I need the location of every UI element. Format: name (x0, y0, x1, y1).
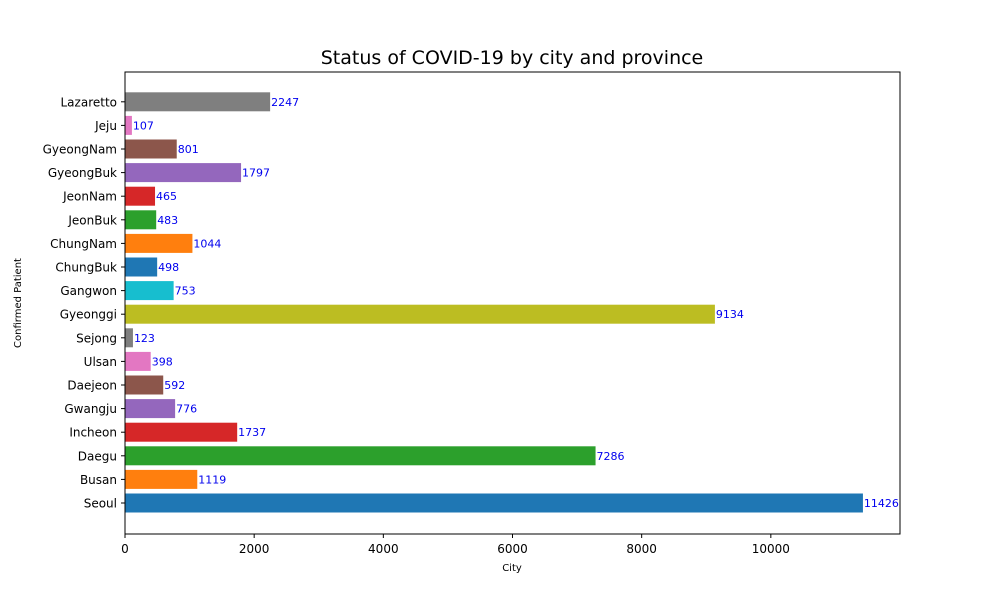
y-tick-label-busan: Busan (80, 473, 117, 487)
data-label-chungbuk: 498 (158, 261, 179, 274)
data-labels-layer: 11426 1119 7286 1737 776 592 398 123 9134 753 498 1… (133, 96, 899, 510)
bar-daegu (125, 446, 596, 466)
y-axis-label: Confirmed Patient (13, 258, 24, 348)
y-tick-label-gangwon: Gangwon (60, 284, 117, 298)
data-label-busan: 1119 (198, 473, 226, 486)
x-tick-label-8000: 8000 (626, 542, 657, 556)
y-tick-label-gyeongnam: GyeongNam (43, 143, 117, 157)
x-tick-label-2000: 2000 (239, 542, 270, 556)
plot-frame (124, 71, 901, 535)
x-tick-label-6000: 6000 (497, 542, 528, 556)
y-tick-label-gyeonggi: Gyeonggi (60, 308, 117, 322)
y-tick-label-daegu: Daegu (78, 449, 117, 463)
data-label-gwangju: 776 (176, 403, 197, 416)
bar-gwangju (125, 399, 176, 419)
bar-chungbuk (125, 257, 158, 277)
y-axis-ticks: Seoul Busan Daegu Incheon Gwangju Daejeon Ulsa… (43, 95, 125, 511)
y-tick-label-gyeongbuk: GyeongBuk (48, 166, 117, 180)
data-label-ulsan: 398 (152, 355, 173, 368)
y-tick-label-chungnam: ChungNam (50, 237, 117, 251)
bars-layer (125, 92, 863, 513)
data-label-seoul: 11426 (864, 497, 899, 510)
data-label-gyeongbuk: 1797 (242, 167, 270, 180)
y-tick-label-jeju: Jeju (94, 119, 117, 133)
data-label-daejeon: 592 (164, 379, 185, 392)
bar-ulsan (125, 351, 151, 371)
x-tick-label-0: 0 (121, 542, 129, 556)
data-label-jeonnam: 465 (156, 190, 177, 203)
bar-jeonbuk (125, 210, 157, 230)
bar-seoul (125, 493, 863, 513)
bar-gyeonggi (125, 304, 715, 324)
y-tick-label-ulsan: Ulsan (84, 355, 117, 369)
data-label-gyeonggi: 9134 (716, 308, 744, 321)
bar-incheon (125, 422, 238, 442)
data-label-jeonbuk: 483 (157, 214, 178, 227)
y-tick-label-gwangju: Gwangju (64, 402, 117, 416)
bar-gyeongbuk (125, 163, 242, 183)
bar-daejeon (125, 375, 164, 395)
y-tick-label-jeonnam: JeonNam (62, 190, 117, 204)
bar-jeonnam (125, 186, 156, 206)
chart-title: Status of COVID-19 by city and province (321, 47, 704, 69)
data-label-jeju: 107 (133, 119, 154, 132)
y-tick-label-chungbuk: ChungBuk (55, 261, 117, 275)
data-label-chungnam: 1044 (193, 237, 221, 250)
y-tick-label-sejong: Sejong (76, 331, 117, 345)
data-label-gangwon: 753 (175, 285, 196, 298)
bar-gangwon (125, 281, 174, 301)
y-tick-label-jeonbuk: JeonBuk (67, 213, 117, 227)
data-label-daegu: 7286 (597, 450, 625, 463)
y-tick-label-incheon: Incheon (69, 426, 117, 440)
x-axis-label: City (502, 563, 522, 574)
data-label-sejong: 123 (134, 332, 155, 345)
x-tick-label-10000: 10000 (752, 542, 790, 556)
y-tick-label-lazaretto: Lazaretto (61, 95, 118, 109)
y-tick-label-seoul: Seoul (84, 497, 117, 511)
y-tick-label-daejeon: Daejeon (67, 379, 117, 393)
bar-lazaretto (125, 92, 271, 112)
bar-sejong (125, 328, 133, 348)
x-axis-ticks: 0 2000 4000 6000 8000 10000 (121, 534, 790, 556)
data-label-lazaretto: 2247 (271, 96, 299, 109)
data-label-gyeongnam: 801 (178, 143, 199, 156)
data-label-incheon: 1737 (238, 426, 266, 439)
bar-chungnam (125, 233, 193, 253)
bar-gyeongnam (125, 139, 177, 159)
bar-jeju (125, 115, 132, 135)
bar-busan (125, 469, 198, 489)
x-tick-label-4000: 4000 (368, 542, 399, 556)
